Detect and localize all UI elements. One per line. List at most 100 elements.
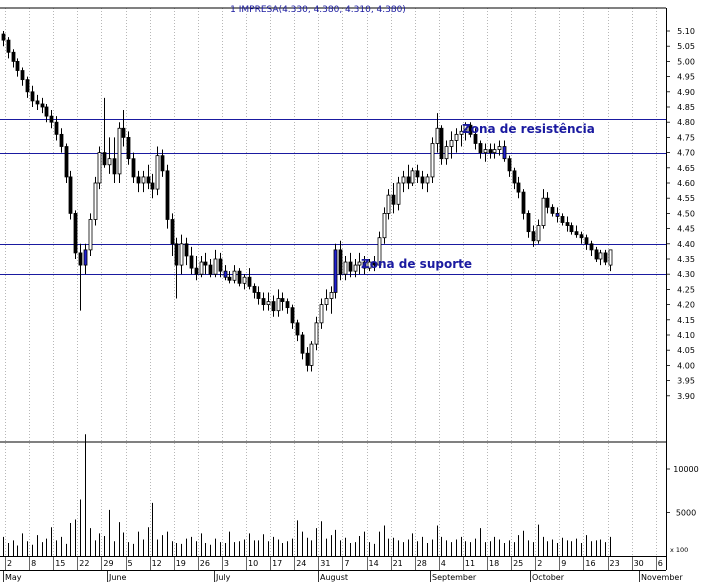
candle-body	[473, 133, 478, 144]
date-tick-label: 12	[152, 559, 162, 568]
candle-body	[305, 352, 310, 366]
candle-body	[420, 176, 425, 184]
candle-body	[40, 103, 45, 108]
candle-body	[242, 276, 247, 284]
date-tick-label: 18	[489, 559, 499, 568]
candle-body	[391, 194, 396, 205]
candle-body	[463, 124, 468, 132]
candle-body	[516, 182, 521, 193]
month-label: June	[108, 573, 127, 582]
candle-body	[170, 219, 175, 245]
candle-body	[401, 176, 406, 184]
candle-body	[1, 33, 6, 41]
candle-body	[78, 252, 83, 266]
candle-body	[11, 51, 16, 62]
candle-body	[59, 133, 64, 147]
candle-body	[136, 176, 141, 184]
date-tick-label: 19	[176, 559, 186, 568]
date-tick-label: 14	[369, 559, 379, 568]
candle-body	[285, 301, 290, 309]
price-tick-label: 4.05	[677, 346, 695, 355]
candle-body	[579, 234, 584, 239]
date-tick-label: 24	[296, 559, 306, 568]
candle-body	[107, 158, 112, 166]
candle-body	[184, 243, 189, 257]
candle-body	[357, 261, 362, 266]
vertical-gridlines	[5, 8, 657, 556]
candle-body	[512, 170, 517, 184]
candle-body	[165, 170, 170, 220]
date-tick-label: 26	[200, 559, 210, 568]
price-tick-label: 4.35	[677, 255, 695, 264]
date-tick-label: 22	[79, 559, 89, 568]
candle-body	[367, 261, 372, 269]
date-axis: 2 8 15 22 29 5 12 19 26 3 10 17 24 31 7 14 21 28 4 11 18 25 2 9…	[3, 556, 683, 582]
month-label: July	[215, 573, 231, 582]
volume-scale-label: x 100	[670, 546, 688, 554]
price-tick-label: 4.45	[677, 225, 695, 234]
candle-body	[430, 143, 435, 178]
price-tick-label: 4.10	[677, 331, 695, 340]
candle-body	[208, 264, 213, 275]
price-tick-label: 4.40	[677, 240, 695, 249]
candle-body	[155, 155, 160, 190]
price-tick-label: 4.20	[677, 301, 695, 310]
date-tick-label: 25	[513, 559, 523, 568]
candle-body	[603, 252, 608, 263]
candle-body	[160, 155, 165, 172]
date-tick-label: 3	[224, 559, 229, 568]
candle-body	[502, 146, 507, 160]
month-label: May	[5, 573, 22, 582]
candle-body	[565, 222, 570, 226]
candle-body	[247, 276, 252, 287]
horizontal-reference-lines	[0, 119, 666, 275]
candle-body	[117, 127, 122, 175]
month-label: September	[432, 573, 477, 582]
price-tick-label: 4.85	[677, 103, 695, 112]
date-tick-label: 6	[658, 559, 663, 568]
candle-body	[194, 267, 199, 275]
candle-body	[343, 261, 348, 275]
price-tick-label: 3.90	[677, 392, 695, 401]
candle-body	[150, 182, 155, 190]
candle-body	[555, 212, 560, 217]
candle-body	[396, 182, 401, 205]
candle-body	[227, 276, 232, 281]
price-tick-label: 4.55	[677, 194, 695, 203]
candle-body	[386, 194, 391, 214]
candle-body	[550, 206, 555, 214]
candle-body	[213, 258, 218, 275]
candle-body	[329, 292, 334, 299]
price-tick-label: 4.75	[677, 133, 695, 142]
candle-body	[199, 261, 204, 275]
candle-body	[276, 298, 281, 312]
price-tick-label: 4.65	[677, 164, 695, 173]
date-tick-label: 10	[248, 559, 258, 568]
candle-body	[382, 212, 387, 239]
price-tick-label: 5.10	[677, 27, 695, 36]
candle-body	[266, 301, 271, 305]
date-tick-label: 30	[634, 559, 644, 568]
price-tick-label: 4.70	[677, 149, 695, 158]
candle-body	[218, 258, 223, 272]
candle-body	[444, 146, 449, 160]
candle-body	[203, 261, 208, 266]
annotation-support: Zona de suporte	[361, 257, 472, 271]
candle-body	[449, 140, 454, 147]
price-tick-label: 4.30	[677, 270, 695, 279]
candle-body	[271, 301, 276, 312]
volume-tick-label: 5000	[676, 509, 696, 518]
candle-body	[598, 252, 603, 260]
candle-body	[536, 225, 541, 242]
candle-body	[608, 249, 613, 266]
date-tick-label: 4	[441, 559, 446, 568]
candle-body	[584, 237, 589, 245]
candle-body	[146, 176, 151, 184]
candles	[1, 31, 613, 372]
candle-body	[333, 249, 338, 293]
candle-body	[15, 61, 20, 71]
date-tick-label: 7	[344, 559, 349, 568]
candle-body	[97, 152, 102, 184]
price-tick-label: 4.50	[677, 209, 695, 218]
